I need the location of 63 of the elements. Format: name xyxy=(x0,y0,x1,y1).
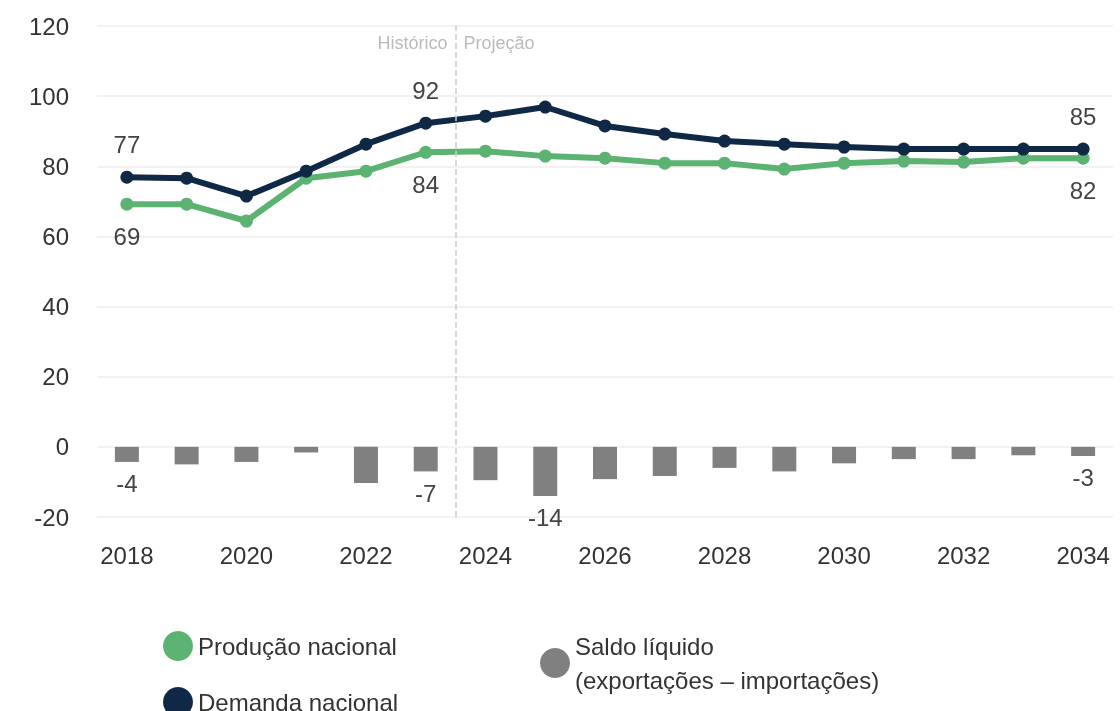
point xyxy=(1076,142,1090,156)
point xyxy=(957,142,971,156)
point xyxy=(239,214,253,228)
y-tick-label: 20 xyxy=(42,363,69,391)
x-tick-label: 2018 xyxy=(100,541,154,569)
y-tick-label: 40 xyxy=(42,293,69,321)
data-label: -4 xyxy=(116,470,138,498)
point xyxy=(359,137,373,151)
data-label: -7 xyxy=(415,479,437,507)
point xyxy=(837,140,851,154)
point xyxy=(478,109,492,123)
x-tick-label: 2032 xyxy=(936,541,991,569)
y-tick-label: -20 xyxy=(34,503,69,531)
point xyxy=(419,145,433,159)
point xyxy=(837,156,851,170)
annotation: Projeção xyxy=(463,33,535,53)
data-label: 82 xyxy=(1069,177,1097,205)
point xyxy=(718,134,732,148)
point xyxy=(718,156,732,170)
data-label: 84 xyxy=(412,171,440,199)
y-tick-label: 100 xyxy=(28,82,69,110)
x-tick-label: 2022 xyxy=(339,541,393,569)
y-tick-label: 0 xyxy=(55,433,69,461)
annotation: Histórico xyxy=(377,33,448,53)
x-tick-label: 2020 xyxy=(219,541,274,569)
point xyxy=(777,137,791,151)
point xyxy=(897,142,911,156)
legend-label: Produção nacional xyxy=(198,632,397,660)
data-label: -3 xyxy=(1072,464,1094,492)
data-label: 69 xyxy=(113,223,141,251)
y-tick-label: 60 xyxy=(42,222,69,250)
point xyxy=(538,149,552,163)
x-tick-label: 2026 xyxy=(578,541,632,569)
x-tick-label: 2034 xyxy=(1056,541,1110,569)
point xyxy=(598,151,612,165)
x-tick-label: 2028 xyxy=(697,541,752,569)
point xyxy=(957,155,971,169)
point xyxy=(120,197,134,211)
point xyxy=(538,100,552,114)
point xyxy=(180,197,194,211)
point xyxy=(120,170,134,184)
data-label: -14 xyxy=(527,504,563,532)
data-label: 92 xyxy=(412,77,440,105)
x-tick-label: 2030 xyxy=(817,541,871,569)
point xyxy=(658,127,672,141)
legend-label: Saldo líquido (exportações – importações) xyxy=(575,632,880,694)
point xyxy=(359,164,373,178)
x-tick-label: 2024 xyxy=(458,541,513,569)
point xyxy=(897,154,911,168)
y-tick-label: 80 xyxy=(42,152,69,180)
data-label: 77 xyxy=(113,131,141,159)
point xyxy=(598,119,612,133)
point xyxy=(239,189,253,203)
point xyxy=(419,116,433,130)
point xyxy=(1016,142,1030,156)
y-tick-label: 120 xyxy=(28,12,69,40)
point xyxy=(777,162,791,176)
point xyxy=(478,144,492,158)
point xyxy=(299,164,313,178)
point xyxy=(658,156,672,170)
point xyxy=(180,171,194,185)
legend-label: Demanda nacional xyxy=(198,688,399,711)
data-label: 85 xyxy=(1069,103,1097,131)
